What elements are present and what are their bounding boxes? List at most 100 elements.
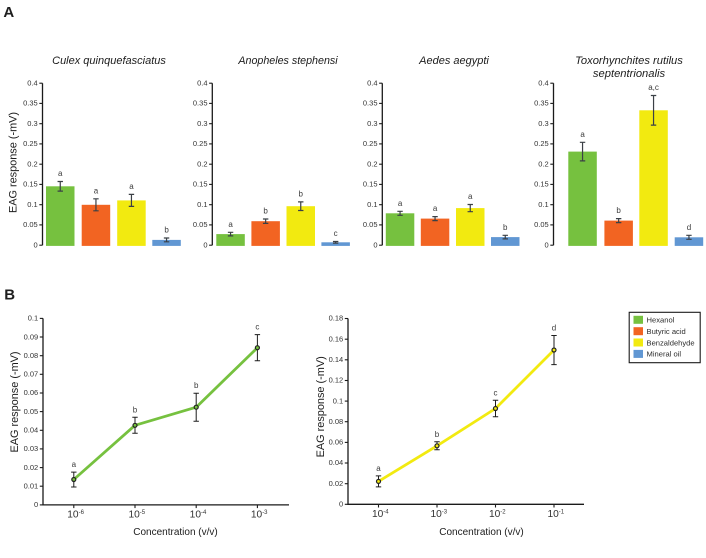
svg-text:0.05: 0.05 bbox=[363, 220, 378, 229]
svg-text:Butyric acid: Butyric acid bbox=[647, 327, 686, 336]
svg-text:EAG response (-mV): EAG response (-mV) bbox=[315, 356, 327, 457]
svg-text:10-6: 10-6 bbox=[67, 510, 84, 521]
svg-text:0.01: 0.01 bbox=[24, 481, 39, 490]
svg-text:Aedes aegypti: Aedes aegypti bbox=[418, 55, 489, 67]
svg-text:0.35: 0.35 bbox=[23, 99, 38, 108]
svg-text:0.05: 0.05 bbox=[534, 220, 549, 229]
svg-text:0.4: 0.4 bbox=[27, 78, 37, 87]
svg-text:0.1: 0.1 bbox=[27, 200, 37, 209]
svg-text:0.35: 0.35 bbox=[534, 99, 549, 108]
svg-text:EAG response (-mV): EAG response (-mV) bbox=[8, 112, 20, 213]
svg-text:10-1: 10-1 bbox=[547, 509, 564, 520]
svg-text:10-4: 10-4 bbox=[372, 509, 389, 520]
svg-text:0.15: 0.15 bbox=[193, 180, 208, 189]
svg-text:0.08: 0.08 bbox=[329, 417, 344, 426]
svg-text:0.15: 0.15 bbox=[23, 180, 38, 189]
svg-text:0.04: 0.04 bbox=[329, 458, 344, 467]
svg-text:b: b bbox=[616, 206, 621, 215]
svg-text:d: d bbox=[552, 323, 556, 332]
svg-text:10-2: 10-2 bbox=[489, 509, 506, 520]
svg-text:0: 0 bbox=[373, 240, 377, 249]
svg-text:0.02: 0.02 bbox=[24, 463, 39, 472]
svg-text:10-3: 10-3 bbox=[251, 510, 268, 521]
svg-text:0.3: 0.3 bbox=[367, 119, 377, 128]
svg-text:10-3: 10-3 bbox=[430, 509, 447, 520]
svg-text:0: 0 bbox=[339, 500, 343, 509]
svg-text:0.2: 0.2 bbox=[27, 159, 37, 168]
svg-text:b: b bbox=[164, 226, 169, 235]
svg-text:d: d bbox=[687, 223, 691, 232]
svg-text:0.35: 0.35 bbox=[193, 99, 208, 108]
svg-text:c: c bbox=[334, 229, 338, 238]
svg-text:Concentration (v/v): Concentration (v/v) bbox=[133, 527, 217, 538]
svg-text:0.35: 0.35 bbox=[363, 99, 378, 108]
svg-text:0.1: 0.1 bbox=[28, 314, 38, 323]
svg-text:0.06: 0.06 bbox=[329, 438, 344, 447]
svg-text:0.25: 0.25 bbox=[534, 139, 549, 148]
svg-text:0.05: 0.05 bbox=[23, 220, 38, 229]
svg-text:Hexanol: Hexanol bbox=[647, 316, 675, 325]
svg-text:0.02: 0.02 bbox=[329, 479, 344, 488]
svg-text:0.18: 0.18 bbox=[329, 314, 344, 323]
svg-text:0.07: 0.07 bbox=[24, 370, 39, 379]
svg-text:a: a bbox=[72, 460, 77, 469]
svg-text:0.2: 0.2 bbox=[538, 159, 548, 168]
svg-text:a: a bbox=[468, 192, 473, 201]
svg-text:10-4: 10-4 bbox=[190, 510, 207, 521]
svg-text:0.25: 0.25 bbox=[23, 139, 38, 148]
svg-text:A: A bbox=[3, 4, 14, 21]
svg-text:c: c bbox=[494, 388, 498, 397]
svg-text:0: 0 bbox=[545, 240, 549, 249]
svg-text:b: b bbox=[503, 223, 508, 232]
svg-text:a: a bbox=[376, 464, 381, 473]
svg-text:0.4: 0.4 bbox=[197, 78, 207, 87]
svg-text:b: b bbox=[299, 190, 304, 199]
svg-text:0.25: 0.25 bbox=[363, 139, 378, 148]
svg-text:a,c: a,c bbox=[648, 83, 659, 92]
svg-text:0.1: 0.1 bbox=[333, 396, 343, 405]
svg-text:Benzaldehyde: Benzaldehyde bbox=[647, 338, 695, 347]
svg-text:0.4: 0.4 bbox=[367, 78, 377, 87]
svg-text:a: a bbox=[129, 182, 134, 191]
svg-text:0.03: 0.03 bbox=[24, 444, 39, 453]
svg-text:0.12: 0.12 bbox=[329, 376, 344, 385]
svg-text:10-5: 10-5 bbox=[128, 510, 145, 521]
svg-text:c: c bbox=[255, 323, 259, 332]
svg-text:0.25: 0.25 bbox=[193, 139, 208, 148]
svg-text:0.05: 0.05 bbox=[24, 407, 39, 416]
svg-text:EAG response (-mV): EAG response (-mV) bbox=[9, 351, 21, 452]
svg-text:0.4: 0.4 bbox=[538, 78, 548, 87]
svg-text:Concentration (v/v): Concentration (v/v) bbox=[439, 527, 523, 538]
svg-text:Mineral oil: Mineral oil bbox=[647, 350, 682, 359]
svg-text:b: b bbox=[194, 381, 199, 390]
svg-text:0: 0 bbox=[34, 500, 38, 509]
svg-text:0.3: 0.3 bbox=[538, 119, 548, 128]
svg-text:a: a bbox=[228, 220, 233, 229]
svg-text:B: B bbox=[4, 286, 15, 303]
svg-text:0.09: 0.09 bbox=[24, 332, 39, 341]
svg-text:0: 0 bbox=[34, 240, 38, 249]
svg-text:0: 0 bbox=[203, 240, 207, 249]
svg-text:0.2: 0.2 bbox=[367, 159, 377, 168]
svg-text:Culex quinquefasciatus: Culex quinquefasciatus bbox=[52, 55, 166, 67]
svg-text:septentrionalis: septentrionalis bbox=[593, 68, 666, 80]
svg-text:b: b bbox=[263, 207, 268, 216]
svg-text:a: a bbox=[94, 186, 99, 195]
svg-text:0.16: 0.16 bbox=[329, 334, 344, 343]
svg-text:0.05: 0.05 bbox=[193, 220, 208, 229]
svg-text:0.15: 0.15 bbox=[534, 180, 549, 189]
svg-text:Anopheles stephensi: Anopheles stephensi bbox=[237, 55, 338, 67]
svg-text:a: a bbox=[58, 169, 63, 178]
svg-text:a: a bbox=[398, 199, 403, 208]
svg-text:0.1: 0.1 bbox=[197, 200, 207, 209]
svg-text:a: a bbox=[580, 130, 585, 139]
svg-text:0.1: 0.1 bbox=[367, 200, 377, 209]
svg-text:Toxorhynchites rutilus: Toxorhynchites rutilus bbox=[575, 55, 683, 67]
svg-text:0.2: 0.2 bbox=[197, 159, 207, 168]
svg-text:b: b bbox=[435, 430, 440, 439]
svg-text:0.14: 0.14 bbox=[329, 355, 344, 364]
svg-text:0.3: 0.3 bbox=[27, 119, 37, 128]
svg-text:0.15: 0.15 bbox=[363, 180, 378, 189]
svg-text:0.1: 0.1 bbox=[538, 200, 548, 209]
svg-text:0.06: 0.06 bbox=[24, 388, 39, 397]
